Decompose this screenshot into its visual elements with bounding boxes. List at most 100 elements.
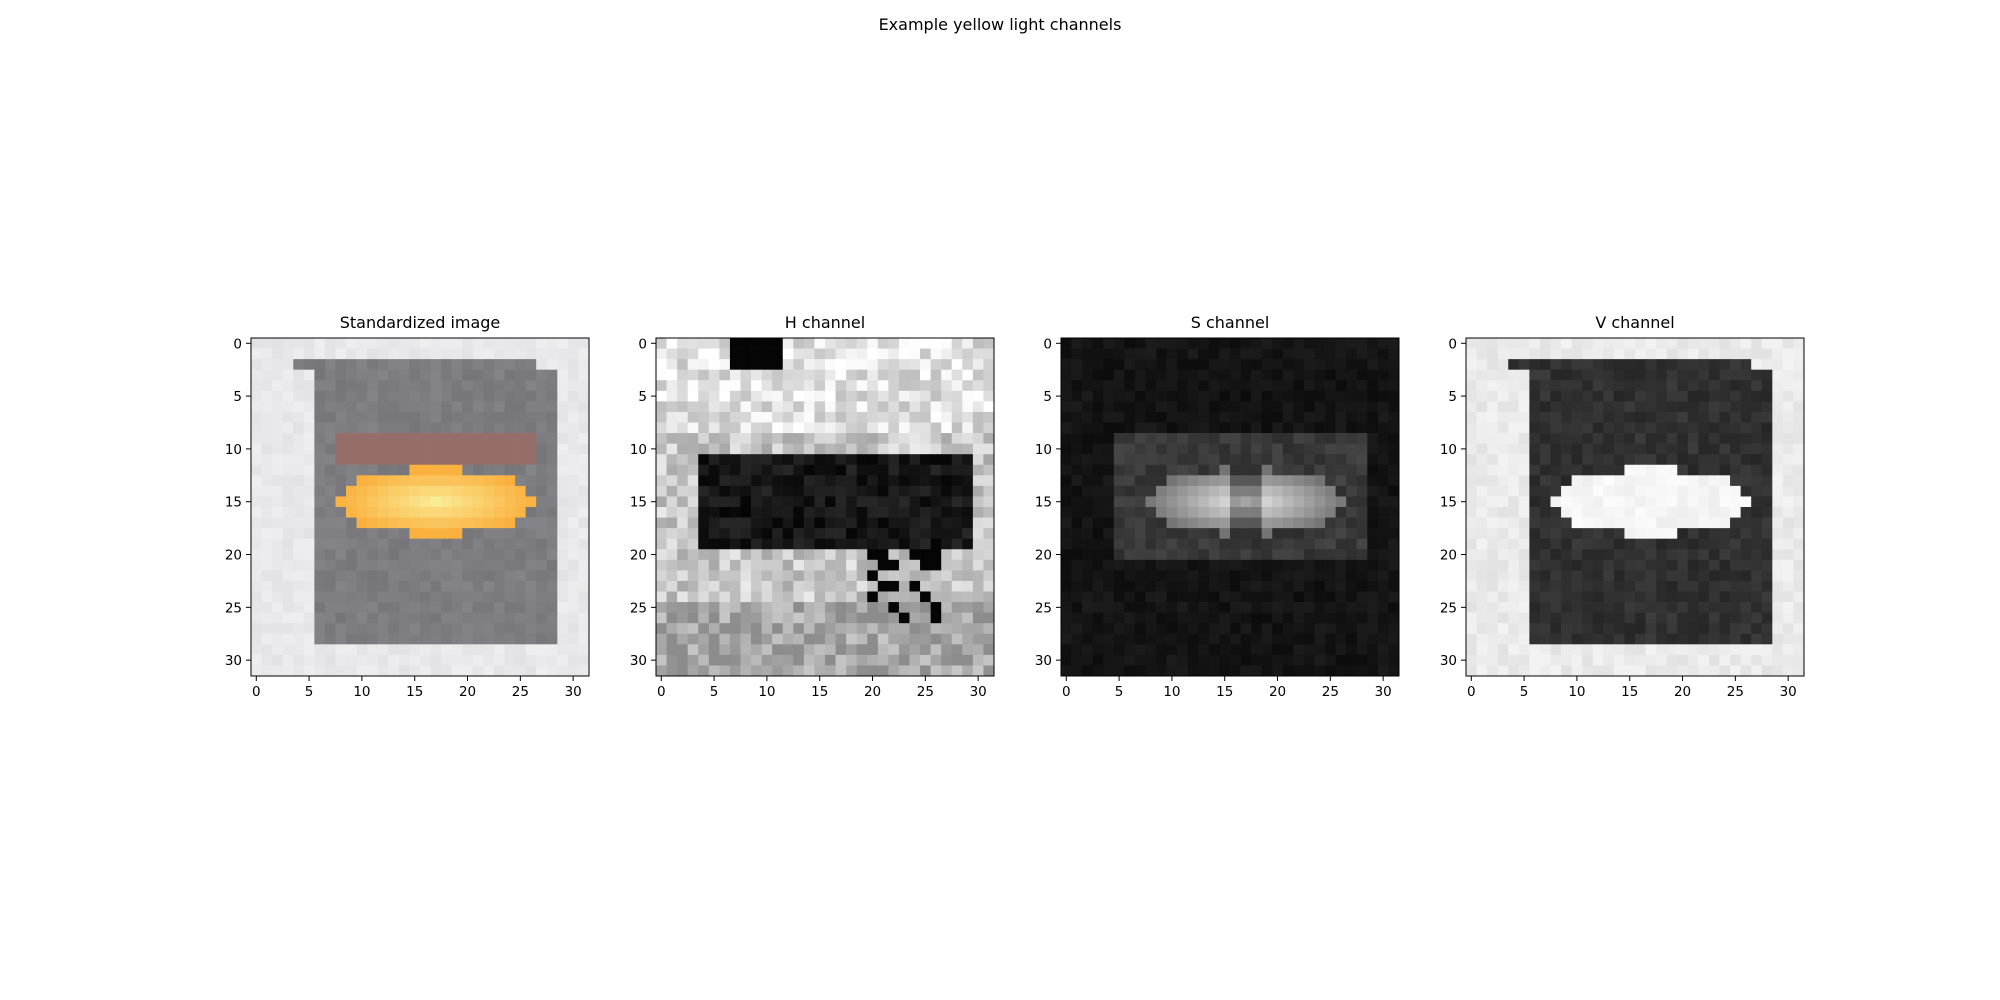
pixel <box>1529 528 1541 540</box>
pixel <box>1539 633 1551 645</box>
pixel <box>687 654 699 666</box>
pixel <box>282 612 294 624</box>
pixel <box>430 517 442 529</box>
pixel <box>1698 359 1710 371</box>
pixel <box>1645 369 1657 381</box>
pixel <box>525 338 537 349</box>
pixel <box>1708 380 1720 392</box>
pixel <box>877 580 889 592</box>
pixel <box>1793 570 1805 582</box>
pixel <box>504 359 516 371</box>
pixel <box>656 507 667 518</box>
pixel <box>546 369 558 381</box>
pixel <box>398 485 410 497</box>
pixel <box>1719 411 1731 423</box>
pixel <box>525 549 537 561</box>
pixel <box>1645 454 1657 466</box>
pixel <box>656 549 667 561</box>
pixel <box>1550 380 1562 392</box>
pixel <box>1772 528 1784 540</box>
pixel <box>1272 433 1284 444</box>
pixel <box>578 602 590 613</box>
pixel <box>677 390 689 402</box>
pixel <box>1251 464 1263 476</box>
pixel <box>1377 528 1389 540</box>
axes-frame <box>1060 337 1400 677</box>
pixel <box>1293 633 1305 645</box>
pixel <box>314 507 326 518</box>
pixel <box>951 401 963 413</box>
pixel <box>1251 338 1263 349</box>
pixel <box>1603 623 1615 635</box>
pixel <box>1356 559 1368 571</box>
pixel <box>772 644 784 656</box>
pixel <box>751 443 762 455</box>
pixel <box>1624 390 1636 402</box>
pixel <box>409 517 421 529</box>
pixel <box>536 369 548 381</box>
pixel <box>261 633 273 645</box>
pixel <box>782 665 794 677</box>
pixel <box>814 570 826 582</box>
pixel <box>504 549 516 561</box>
pixel <box>983 454 995 466</box>
pixel <box>909 612 921 624</box>
y-tick-label: 15 <box>225 495 242 511</box>
pixel <box>1761 665 1773 677</box>
pixel <box>430 591 442 603</box>
pixel <box>1708 390 1720 402</box>
pixel <box>1219 654 1231 666</box>
pixel <box>909 411 921 423</box>
pixel <box>1719 485 1731 497</box>
pixel <box>825 602 836 613</box>
pixel <box>493 644 505 656</box>
pixel <box>324 359 336 371</box>
pixel <box>1272 359 1284 371</box>
pixel <box>1793 654 1805 666</box>
pixel <box>751 633 762 645</box>
pixel <box>441 401 453 413</box>
pixel <box>1751 633 1763 645</box>
pixel <box>1145 359 1157 371</box>
pixel <box>1476 369 1488 381</box>
pixel <box>867 485 879 497</box>
pixel <box>335 380 347 392</box>
pixel <box>1561 475 1572 487</box>
axes-frame <box>1465 337 1805 677</box>
pixel <box>1166 602 1178 613</box>
pixel <box>441 517 453 529</box>
pixel <box>1230 433 1241 444</box>
pixel <box>1346 644 1358 656</box>
pixel <box>877 464 889 476</box>
pixel <box>1240 602 1252 613</box>
pixel <box>1282 654 1294 666</box>
pixel <box>1061 485 1072 497</box>
pixel <box>825 443 836 455</box>
pixel <box>293 422 305 434</box>
pixel <box>1698 454 1710 466</box>
pixel <box>1497 507 1509 518</box>
pixel <box>557 454 569 466</box>
pixel <box>1730 528 1741 540</box>
pixel <box>567 580 579 592</box>
pixel <box>430 580 442 592</box>
pixel <box>1134 401 1146 413</box>
pixel <box>1666 644 1678 656</box>
pixel <box>1082 665 1094 677</box>
pixel <box>420 591 431 603</box>
pixel <box>1356 633 1368 645</box>
pixel <box>293 485 305 497</box>
pixel <box>1782 401 1794 413</box>
pixel <box>1230 485 1241 497</box>
pixel <box>1314 390 1326 402</box>
pixel <box>1335 517 1347 529</box>
pixel <box>1772 401 1784 413</box>
pixel <box>1282 538 1294 550</box>
pixel <box>814 359 826 371</box>
pixel <box>1251 359 1263 371</box>
pixel <box>1529 359 1541 371</box>
pixel <box>1061 612 1072 624</box>
pixel <box>1497 401 1509 413</box>
pixel <box>1198 338 1210 349</box>
pixel <box>1293 538 1305 550</box>
